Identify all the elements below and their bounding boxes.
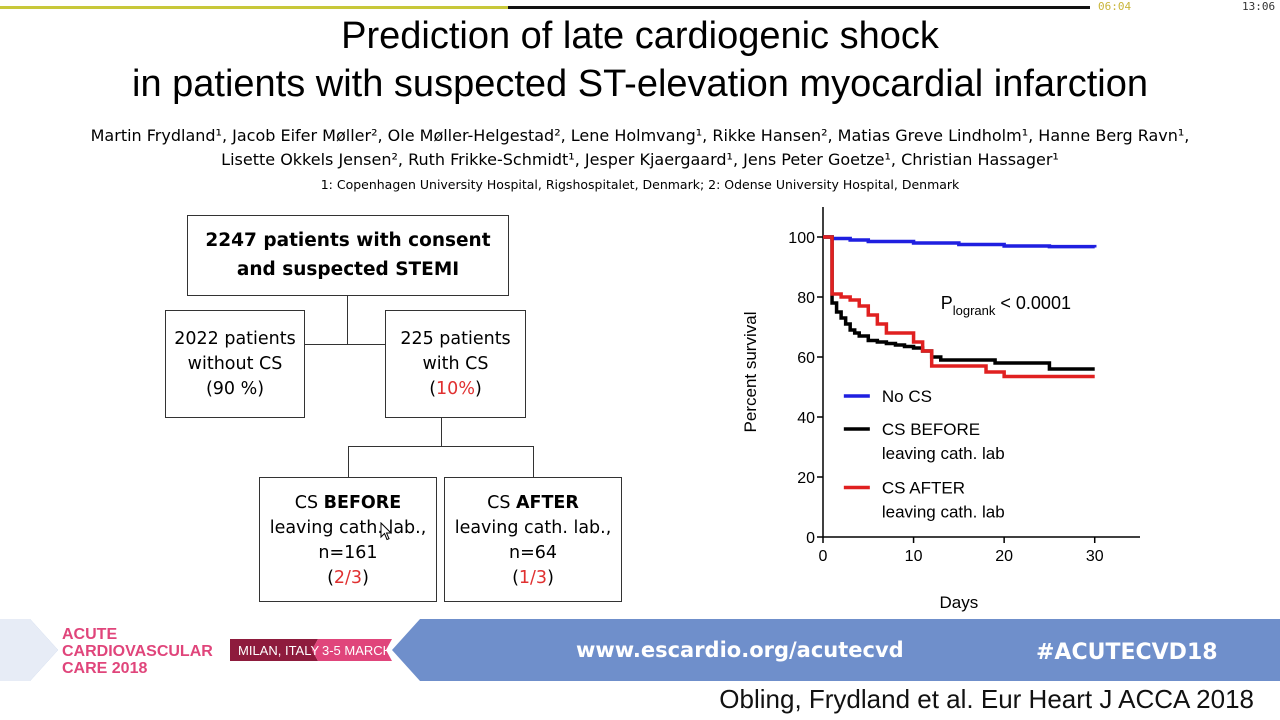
banner-chevron-left (0, 619, 58, 681)
no-cs-pct: (90 %) (205, 379, 265, 399)
after-n: n=64 (508, 543, 558, 563)
video-progress-bar[interactable]: 06:04 13:06 (0, 0, 1280, 14)
connector (441, 418, 442, 446)
after-frac: 1/3 (518, 568, 548, 588)
series-line-1 (823, 235, 1095, 371)
after-line1: CS AFTER (445, 491, 621, 516)
no-cs-line2: without CS (187, 354, 283, 374)
dates-tag (312, 639, 392, 661)
y-tick-label: 60 (797, 350, 815, 367)
banner-dates: 3-5 MARCH (322, 643, 392, 658)
before-line2: leaving cath. lab., (269, 518, 427, 538)
authors-line1: Martin Frydland¹, Jacob Eifer Møller², O… (90, 126, 1190, 145)
location-tag (230, 639, 318, 661)
banner-location: MILAN, ITALY (238, 643, 319, 658)
author-list: Martin Frydland¹, Jacob Eifer Møller², O… (0, 124, 1280, 172)
flow-box-no-cs: 2022 patients without CS (90 %) (165, 310, 305, 418)
legend-sublabel-2: leaving cath. lab (882, 503, 1005, 522)
slide-title-line1: Prediction of late cardiogenic shock (341, 15, 939, 57)
connector (305, 344, 385, 345)
y-tick-label: 80 (797, 290, 815, 307)
cs-line1: 225 patients (400, 329, 511, 349)
cs-pct-line: (10%) (429, 379, 482, 399)
progress-track[interactable] (0, 6, 1090, 9)
no-cs-line1: 2022 patients (174, 329, 296, 349)
y-tick-label: 20 (797, 470, 815, 487)
after-strong: AFTER (516, 493, 579, 513)
x-tick-label: 20 (995, 548, 1013, 565)
survival-chart: 0 20 40 60 80 100 0 10 20 30 Days Percent survival P… (741, 207, 1140, 612)
x-tick-label: 10 (905, 548, 923, 565)
total-time: 13:06 (1242, 0, 1276, 13)
cs-pct: 10% (436, 379, 475, 399)
x-axis-label: Days (939, 593, 978, 612)
connector (347, 296, 348, 344)
flow-total-line2: and suspected STEMI (236, 259, 460, 280)
banner-event-line2: CARDIOVASCULAR (62, 643, 213, 660)
before-line1: CS BEFORE (260, 491, 436, 516)
x-tick-label: 30 (1086, 548, 1104, 565)
banner-hashtag: #ACUTECVD18 (1036, 640, 1218, 665)
series-line-0 (823, 235, 1097, 249)
after-line2: leaving cath. lab., (454, 518, 612, 538)
connector (348, 446, 349, 478)
after-prefix: CS (487, 493, 516, 513)
current-time: 06:04 (1098, 0, 1132, 13)
flow-box-total: 2247 patients with consent and suspected… (187, 215, 509, 296)
affiliations: 1: Copenhagen University Hospital, Rigsh… (320, 177, 960, 192)
x-tick-label: 0 (819, 548, 828, 565)
before-frac-line: (2/3) (327, 568, 369, 588)
banner-url[interactable]: www.escardio.org/acutecvd (576, 638, 904, 662)
banner-event-line1: ACUTE (62, 626, 117, 643)
flow-box-cs-after: CS AFTER leaving cath. lab., n=64 (1/3) (444, 477, 622, 602)
y-tick-label: 40 (797, 410, 815, 427)
conference-banner: ACUTE CARDIOVASCULAR CARE 2018 MILAN, IT… (0, 619, 1280, 681)
citation: Obling, Frydland et al. Eur Heart J ACCA… (719, 684, 1254, 714)
connector (533, 446, 534, 478)
flow-box-cs: 225 patients with CS (10%) (385, 310, 526, 418)
legend-label-1: CS BEFORE (882, 420, 980, 439)
before-frac: 2/3 (333, 568, 363, 588)
authors-line2: Lisette Okkels Jensen², Ruth Frikke-Schm… (221, 150, 1059, 169)
after-frac-line: (1/3) (512, 568, 554, 588)
legend-label-0: No CS (882, 387, 932, 406)
before-strong: BEFORE (323, 493, 402, 513)
flow-box-cs-before: CS BEFORE leaving cath. lab., n=161 (2/3… (259, 477, 437, 602)
flow-total-line1: 2247 patients with consent (205, 230, 491, 251)
slide-title-line2: in patients with suspected ST-elevation … (132, 63, 1148, 105)
cs-line2: with CS (422, 354, 489, 374)
connector (348, 446, 534, 447)
legend-sublabel-1: leaving cath. lab (882, 444, 1005, 463)
banner-event-panel (30, 619, 420, 681)
before-n: n=161 (318, 543, 378, 563)
mouse-cursor-icon (380, 522, 392, 541)
before-prefix: CS (294, 493, 324, 513)
banner-event-line3: CARE 2018 (62, 660, 147, 677)
y-tick-label: 0 (806, 530, 815, 547)
legend-label-2: CS AFTER (882, 479, 965, 498)
y-axis-label: Percent survival (741, 312, 760, 433)
p-value-annotation: Plogrank < 0.0001 (941, 293, 1071, 318)
y-tick-label: 100 (788, 230, 815, 247)
series-line-2 (823, 235, 1095, 379)
progress-fill (0, 6, 508, 9)
